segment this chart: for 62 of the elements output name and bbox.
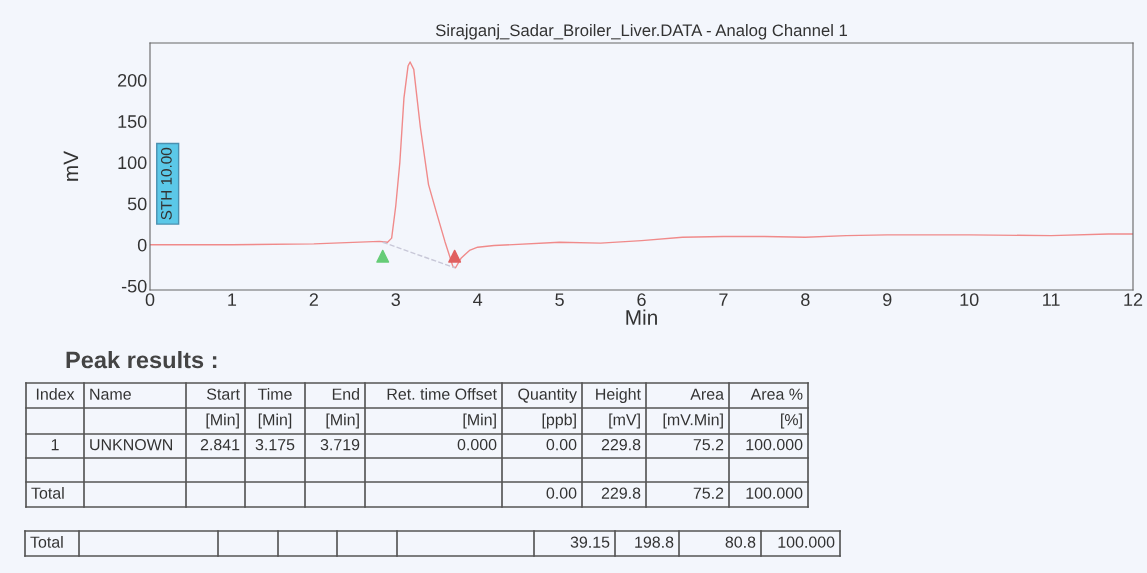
x-tick-label: 6 — [637, 293, 646, 307]
text: 39.15 — [570, 536, 610, 548]
text: 198.8 — [635, 536, 674, 548]
text: Total — [31, 487, 64, 499]
text: [Min] — [326, 413, 359, 429]
text: Peak results : — [66, 351, 217, 369]
text: 100.000 — [778, 536, 835, 548]
text: Quantity — [518, 388, 577, 403]
x-tick-label: 12 — [1124, 293, 1143, 306]
text: 80.8 — [725, 536, 756, 548]
text: Index — [36, 388, 75, 400]
text: Area — [690, 388, 724, 400]
text: Time — [257, 388, 292, 400]
text: Start — [207, 388, 240, 400]
text: 100.000 — [746, 487, 803, 499]
text: 3.175 — [255, 438, 295, 451]
text: UNKNOWN — [90, 438, 172, 451]
text: 2.841 — [200, 438, 240, 451]
x-tick-label: 5 — [555, 293, 564, 307]
text: [Min] — [463, 413, 496, 429]
text: [Min] — [206, 413, 239, 429]
text: 75.2 — [693, 487, 724, 499]
text: 3.719 — [320, 438, 360, 451]
x-tick-label: 2 — [309, 293, 318, 306]
text: [mV.Min] — [663, 413, 723, 429]
text: 0.00 — [546, 438, 577, 451]
text: End — [332, 388, 359, 400]
y-tick-label: 100 — [118, 156, 147, 170]
x-tick-label: 7 — [719, 293, 728, 306]
text: 0.00 — [546, 487, 577, 499]
x-tick-label: 4 — [473, 293, 483, 306]
text: Height — [596, 388, 641, 403]
x-axis-title: Min — [626, 309, 657, 325]
text: Total — [30, 536, 63, 548]
y-tick-label: 50 — [127, 197, 147, 211]
y-tick-label: -50 — [121, 279, 147, 293]
chart-title: Sirajganj_Sadar_Broiler_Liver.DATA - Analog Channel 1 — [435, 23, 847, 40]
text: 229.8 — [601, 487, 641, 499]
text: 100.000 — [746, 438, 803, 451]
text: [%] — [781, 413, 802, 429]
text: 1 — [51, 439, 59, 451]
x-tick-label: 3 — [391, 293, 400, 307]
text: [ppb] — [542, 413, 576, 429]
y-tick-label: 150 — [118, 115, 147, 128]
text: Area % — [750, 388, 803, 400]
x-tick-label: 1 — [228, 293, 237, 306]
text: 75.2 — [693, 438, 724, 451]
annotation: STH 10.00 — [160, 147, 172, 220]
text: [mV] — [609, 413, 640, 429]
text: [Min] — [258, 413, 292, 429]
text: 229.8 — [601, 438, 641, 451]
x-tick-label: 10 — [960, 293, 979, 307]
text: Name — [90, 388, 131, 400]
text: 0.000 — [457, 438, 497, 451]
x-tick-label: 9 — [883, 293, 892, 307]
line-series — [150, 61, 1133, 269]
y-axis-title: mV — [63, 150, 79, 181]
x-tick-label: 11 — [1043, 293, 1060, 306]
x-tick-label: 8 — [801, 293, 810, 307]
y-tick-label: 0 — [137, 238, 147, 252]
text: Ret. time Offset — [387, 388, 497, 400]
y-tick-label: 200 — [118, 73, 147, 87]
